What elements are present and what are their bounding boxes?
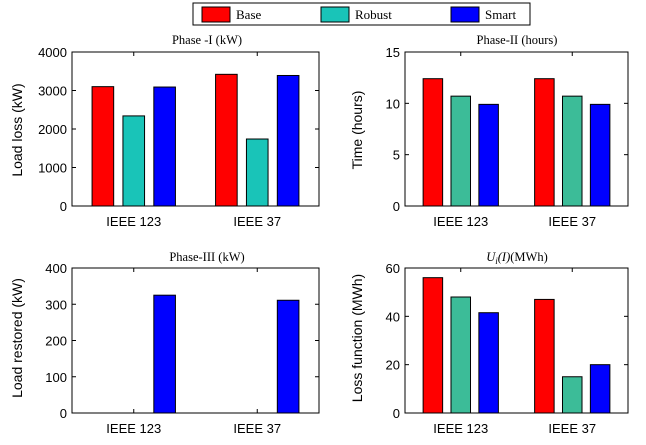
panel-4-ylabel: Loss function (MWh) (349, 274, 365, 402)
panel-1-xtick-label: IEEE 37 (233, 214, 281, 229)
panel-1-ytick-label: 1000 (38, 161, 67, 176)
panel-1-ytick-label: 0 (60, 199, 67, 214)
panel-phase-3: Phase-III (kW) Load restored (kW) 0 100 20… (9, 250, 320, 436)
panel-4-axes-box (404, 267, 629, 414)
panel-1-bar-robust-2 (245, 138, 269, 207)
panel-3-xtick-label: IEEE 123 (106, 421, 161, 436)
panel-1-ytick-label: 2000 (38, 122, 67, 137)
panel-3-ytick-label: 100 (45, 370, 67, 385)
panel-3-ytick-label: 0 (60, 406, 67, 421)
panel-2-axes-box (404, 51, 629, 207)
panel-2-plot: 0 5 10 15 IEEE 123 IEEE 37 (386, 45, 629, 229)
panel-2-bar-robust-2 (561, 95, 583, 207)
legend: Base Robust Smart (192, 2, 531, 26)
panel-1-ytick-label: 3000 (38, 84, 67, 99)
panel-1-bar-base-1 (91, 86, 115, 207)
panel-2-bar-base-2 (534, 78, 555, 207)
panel-4-title-u: U (486, 250, 496, 264)
panel-2-bar-smart-2 (589, 103, 611, 207)
panel-4-bar-smart-1 (478, 312, 499, 414)
panel-1-bar-base-2 (215, 73, 238, 207)
panel-1-ylabel: Load loss (kW) (9, 83, 25, 176)
panel-2-bar-smart-1 (478, 103, 499, 207)
panel-1-plot: 0 1000 2000 3000 4000 IEEE 123 IEEE 37 (38, 45, 320, 229)
panel-4-bar-smart-2 (589, 364, 611, 414)
panel-1-title: Phase -I (kW) (172, 33, 242, 47)
panel-2-ytick-label: 10 (386, 96, 400, 111)
panel-4-title-arg: (I) (498, 250, 511, 264)
legend-swatch-smart (450, 6, 480, 23)
panel-3-ylabel: Load restored (kW) (9, 278, 25, 398)
panel-3-ytick-label: 300 (45, 297, 67, 312)
panel-4-xtick-label: IEEE 37 (548, 421, 596, 436)
panel-2-ytick-label: 15 (386, 45, 400, 60)
panel-4-ytick-label: 40 (386, 309, 400, 324)
legend-label-base: Base (236, 7, 262, 22)
panel-1-bar-robust-1 (122, 115, 146, 207)
panel-phase-1: Phase -I (kW) Load loss (kW) 0 1000 2000 30… (9, 33, 320, 229)
panel-3-bar-smart-1 (153, 294, 176, 414)
panel-1-xtick-label: IEEE 123 (106, 214, 161, 229)
panel-4-title-text: Ui(I)(MWh) (486, 250, 548, 266)
panel-4-bar-base-1 (422, 277, 444, 414)
panel-1-bar-smart-1 (153, 86, 176, 207)
panel-3-xtick-label: IEEE 37 (233, 421, 281, 436)
panel-1-bar-smart-2 (276, 74, 300, 207)
panel-4-title-unit: (MWh) (510, 250, 548, 264)
panel-4-bar-robust-1 (450, 296, 472, 414)
panel-4-ytick-label: 0 (393, 406, 400, 421)
panel-2-ylabel: Time (hours) (349, 91, 365, 170)
panel-4-plot: 0 20 40 60 IEEE 123 IEEE 37 (386, 261, 629, 436)
panel-4-title-sub: i (495, 256, 498, 266)
legend-label-robust: Robust (355, 7, 392, 22)
panel-4-bar-robust-2 (561, 376, 583, 414)
panel-1-ytick-label: 4000 (38, 45, 67, 60)
panel-4-ytick-label: 60 (386, 261, 400, 276)
panel-3-plot: 0 100 200 300 400 IEEE 123 IEEE 37 (45, 261, 320, 436)
legend-box (192, 2, 531, 26)
panel-2-xtick-label: IEEE 123 (433, 214, 488, 229)
panel-4-bar-base-2 (534, 298, 555, 414)
panel-2-bar-base-1 (422, 78, 444, 207)
panel-2-xtick-label: IEEE 37 (548, 214, 596, 229)
panel-4-xtick-label: IEEE 123 (433, 421, 488, 436)
panel-2-ytick-label: 0 (393, 199, 400, 214)
panel-3-bar-smart-2 (276, 299, 300, 414)
panel-3-ytick-label: 200 (45, 334, 67, 349)
panel-phase-2: Phase-II (hours) Time (hours) 0 5 10 15 IEEE… (349, 33, 629, 229)
panel-2-ytick-label: 5 (393, 148, 400, 163)
panel-3-ytick-label: 400 (45, 261, 67, 276)
panel-loss-function: Ui(I)(MWh) Loss function (MWh) 0 20 40 60 IE… (349, 250, 629, 436)
legend-label-smart: Smart (485, 7, 516, 22)
panel-2-title: Phase-II (hours) (477, 33, 558, 47)
panel-2-bar-robust-1 (450, 95, 472, 207)
panel-4-ytick-label: 20 (386, 358, 400, 373)
panel-4-title: Ui(I)(MWh) (486, 250, 548, 266)
legend-swatch-robust (320, 6, 350, 23)
panel-3-title: Phase-III (kW) (169, 250, 244, 264)
legend-swatch-base (201, 6, 231, 23)
